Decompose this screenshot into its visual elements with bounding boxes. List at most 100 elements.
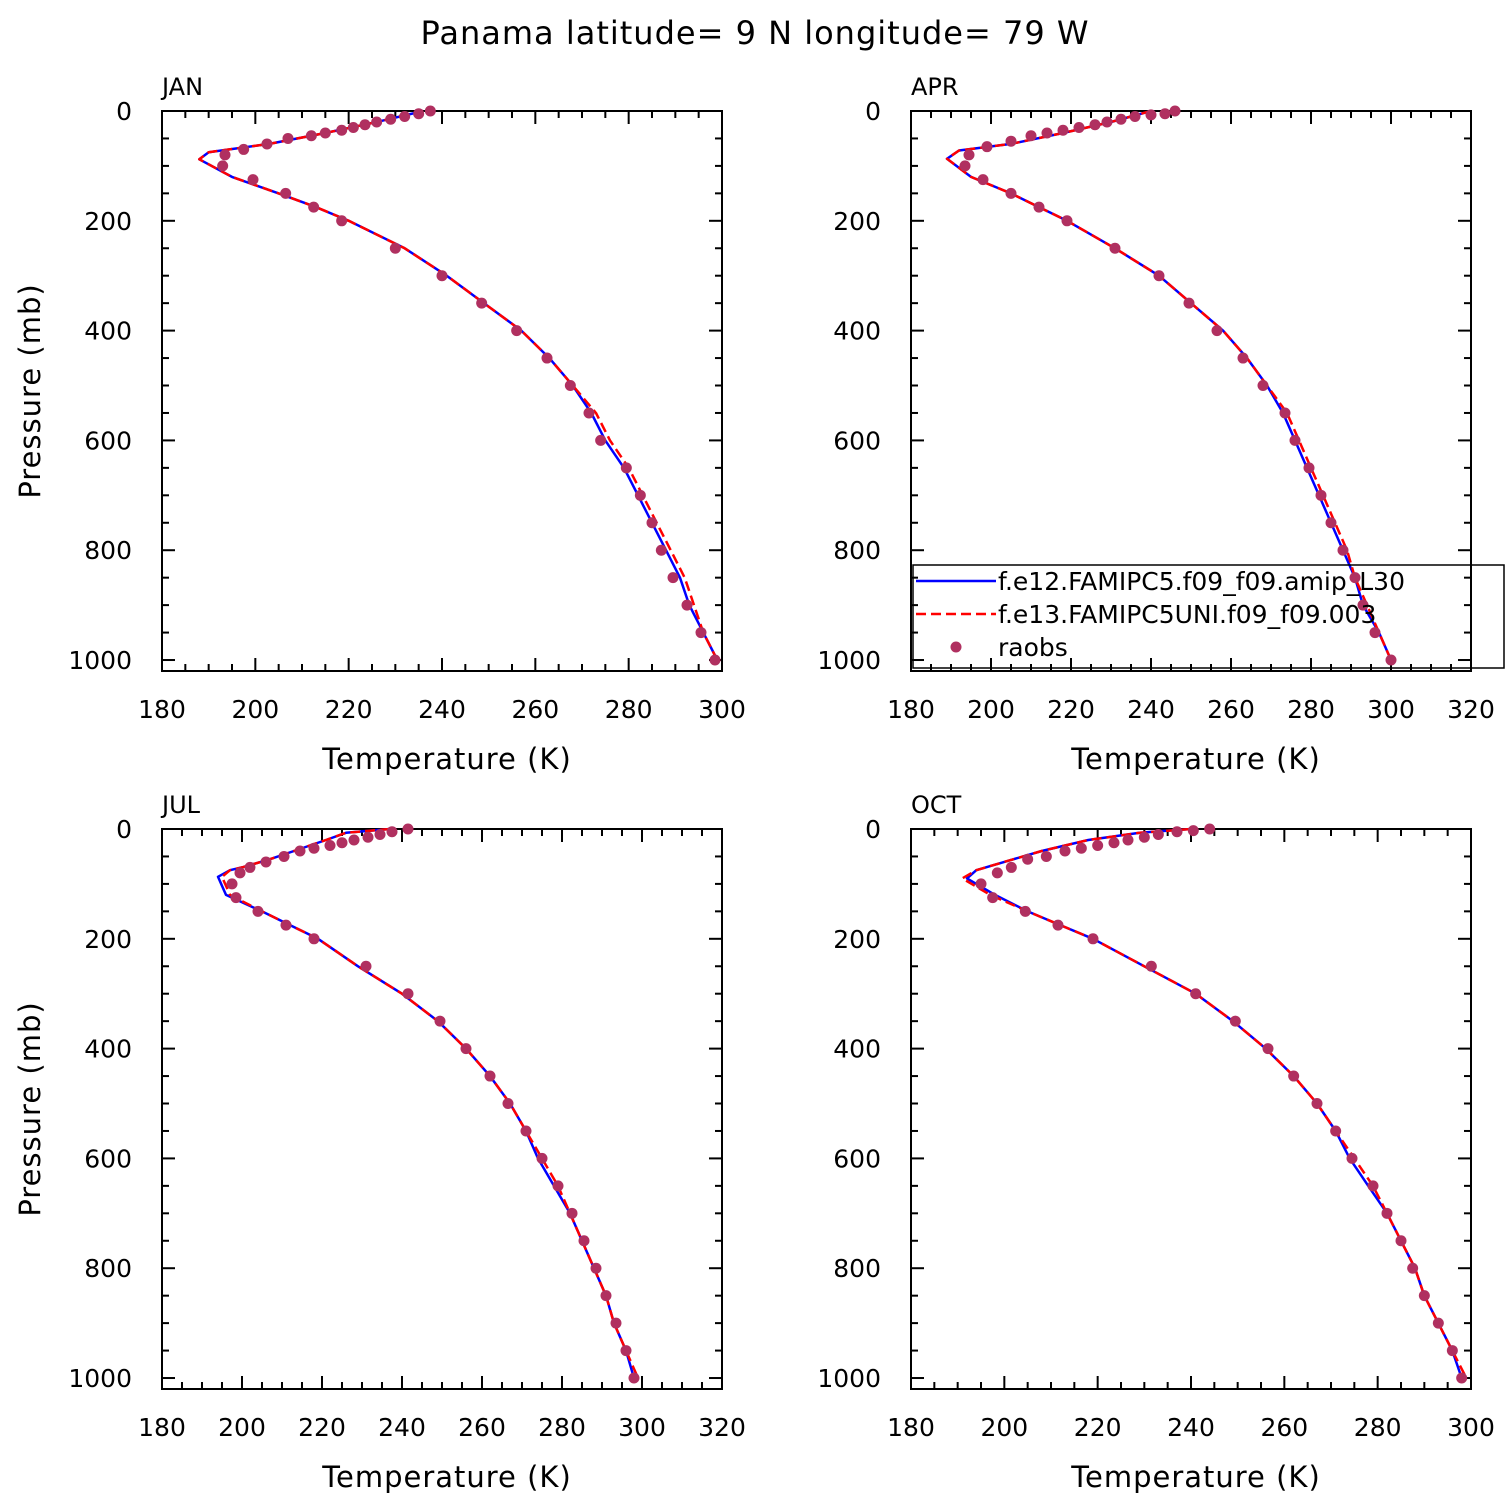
y-tick-label: 0 (865, 97, 881, 126)
raobs-point (1369, 627, 1381, 639)
raobs-point (1061, 215, 1073, 227)
raobs-point (1446, 1345, 1458, 1357)
raobs-point (1330, 1125, 1342, 1137)
x-tick-label: 280 (1287, 695, 1335, 724)
panel-jul: JUL 180 200 220 240 260 280 300 320 0 200 400 600 800… (13, 791, 746, 1494)
x-tick-label: 320 (1447, 695, 1495, 724)
x-axis-title: Temperature (K) (1070, 1460, 1321, 1494)
y-tick-label: 600 (84, 1144, 132, 1173)
raobs-point (402, 988, 414, 1000)
raobs-point (1057, 124, 1069, 136)
raobs-point (681, 599, 693, 611)
raobs-point (1159, 108, 1171, 120)
y-tick-label: 400 (833, 1035, 881, 1064)
raobs-point (484, 1070, 496, 1082)
raobs-point (336, 124, 348, 136)
x-axis-title: Temperature (K) (321, 742, 572, 776)
raobs-point (959, 160, 971, 172)
y-tick-label: 0 (865, 815, 881, 844)
raobs-point (1129, 110, 1141, 122)
x-tick-label: 200 (980, 1413, 1028, 1442)
raobs-point (1041, 127, 1053, 139)
raobs-point (362, 831, 374, 843)
x-tick-label: 260 (1260, 1413, 1308, 1442)
series-line-e12 (965, 827, 1463, 1379)
x-tick-label: 260 (458, 1413, 506, 1442)
raobs-point (536, 1152, 548, 1164)
raobs-point (1349, 572, 1361, 584)
raobs-point (600, 1290, 612, 1302)
raobs-point (1357, 599, 1369, 611)
raobs-point (219, 149, 231, 161)
raobs-point (667, 572, 679, 584)
raobs-point (234, 867, 246, 879)
raobs-point (987, 892, 999, 904)
y-tick-label: 600 (833, 1144, 881, 1173)
panel-oct: OCT 180 200 220 240 260 280 300 0 200 400 600 800 100… (817, 791, 1494, 1494)
raobs-point (1288, 1070, 1300, 1082)
x-tick-label: 240 (378, 1413, 426, 1442)
raobs-point (476, 297, 488, 309)
raobs-point (217, 160, 229, 172)
raobs-point (1089, 119, 1101, 131)
x-tick-label: 200 (231, 695, 279, 724)
raobs-point (1005, 187, 1017, 199)
raobs-point (975, 878, 987, 890)
y-tick-label: 0 (116, 815, 132, 844)
series-line-e13 (198, 109, 719, 661)
y-tick-label: 200 (84, 207, 132, 236)
raobs-point (1325, 517, 1337, 529)
raobs-point (1169, 105, 1181, 117)
raobs-point (1337, 544, 1349, 556)
raobs-point (628, 1372, 640, 1384)
raobs-point (620, 1345, 632, 1357)
raobs-point (1005, 135, 1017, 147)
y-tick-label: 1000 (68, 646, 132, 675)
plot-frame (910, 828, 1472, 1390)
x-tick-label: 180 (887, 695, 935, 724)
raobs-point (399, 110, 411, 122)
raobs-point (371, 116, 383, 128)
raobs-point (244, 861, 256, 873)
x-tick-label: 180 (138, 695, 186, 724)
x-tick-label: 260 (511, 695, 559, 724)
legend-label: raobs (998, 633, 1068, 662)
x-tick-label: 220 (1047, 695, 1095, 724)
y-tick-label: 400 (833, 317, 881, 346)
panel-apr: APR 180 200 220 240 260 280 300 320 0 200 400 600 800… (817, 73, 1494, 776)
raobs-point (1367, 1180, 1379, 1192)
raobs-point (1315, 489, 1327, 501)
raobs-point (1115, 113, 1127, 125)
raobs-point (991, 867, 1003, 879)
plot-frame (161, 110, 723, 672)
y-tick-label: 800 (833, 536, 881, 565)
raobs-point (1279, 407, 1291, 419)
x-axis-title: Temperature (K) (1070, 742, 1321, 776)
raobs-point (424, 105, 436, 117)
x-tick-label: 220 (298, 1413, 346, 1442)
raobs-point (578, 1235, 590, 1247)
raobs-point (247, 174, 259, 186)
raobs-point (1145, 960, 1157, 972)
x-axis-title: Temperature (K) (321, 1460, 572, 1494)
raobs-point (413, 108, 425, 120)
raobs-point (1418, 1290, 1430, 1302)
raobs-point (511, 325, 523, 337)
y-tick-label: 800 (84, 536, 132, 565)
raobs-point (1187, 825, 1199, 837)
raobs-point (655, 544, 667, 556)
raobs-point (308, 201, 320, 213)
raobs-point (564, 380, 576, 392)
y-tick-label: 1000 (68, 1364, 132, 1393)
raobs-point (436, 270, 448, 282)
y-tick-label: 600 (833, 426, 881, 455)
raobs-point (963, 149, 975, 161)
panel-title: OCT (911, 791, 962, 819)
raobs-point (1022, 853, 1034, 865)
raobs-point (336, 837, 348, 849)
raobs-point (1122, 834, 1134, 846)
raobs-point (1152, 828, 1164, 840)
raobs-point (1033, 201, 1045, 213)
panel-title: JAN (160, 73, 203, 101)
